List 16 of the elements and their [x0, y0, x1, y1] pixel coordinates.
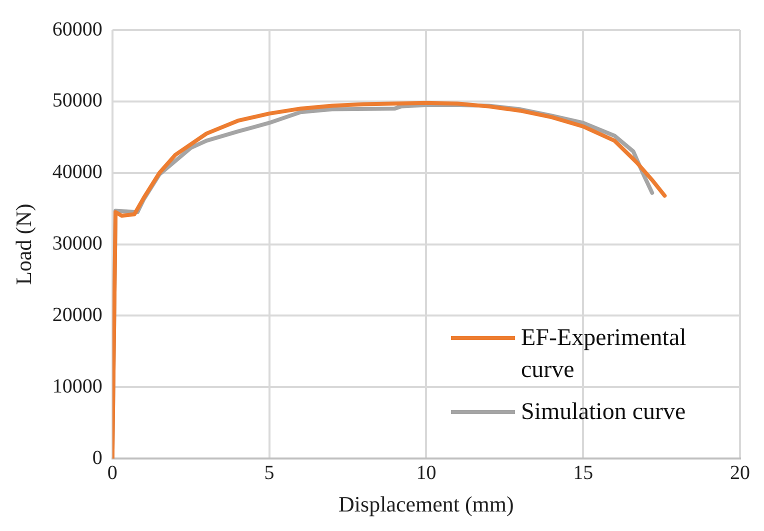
x-axis-title: Displacement (mm) [338, 492, 514, 517]
x-tick-label: 15 [573, 462, 594, 484]
y-tick-label: 0 [92, 446, 102, 469]
y-tick-label: 20000 [52, 304, 102, 326]
y-tick-label: 10000 [52, 375, 102, 398]
y-axis-title: Load (N) [10, 204, 36, 285]
x-tick-label: 0 [107, 462, 118, 484]
x-tick-label: 5 [264, 462, 274, 484]
legend-label: EF-Experimental curve [521, 324, 688, 385]
y-tick-label: 30000 [52, 232, 102, 255]
x-tick-label: 10 [416, 462, 436, 484]
legend-label: Simulation curve [521, 398, 687, 427]
y-tick-label: 40000 [52, 161, 102, 184]
x-tick-label: 20 [730, 462, 750, 484]
y-tick-label: 50000 [52, 90, 102, 112]
y-tick-label: 60000 [52, 18, 102, 40]
